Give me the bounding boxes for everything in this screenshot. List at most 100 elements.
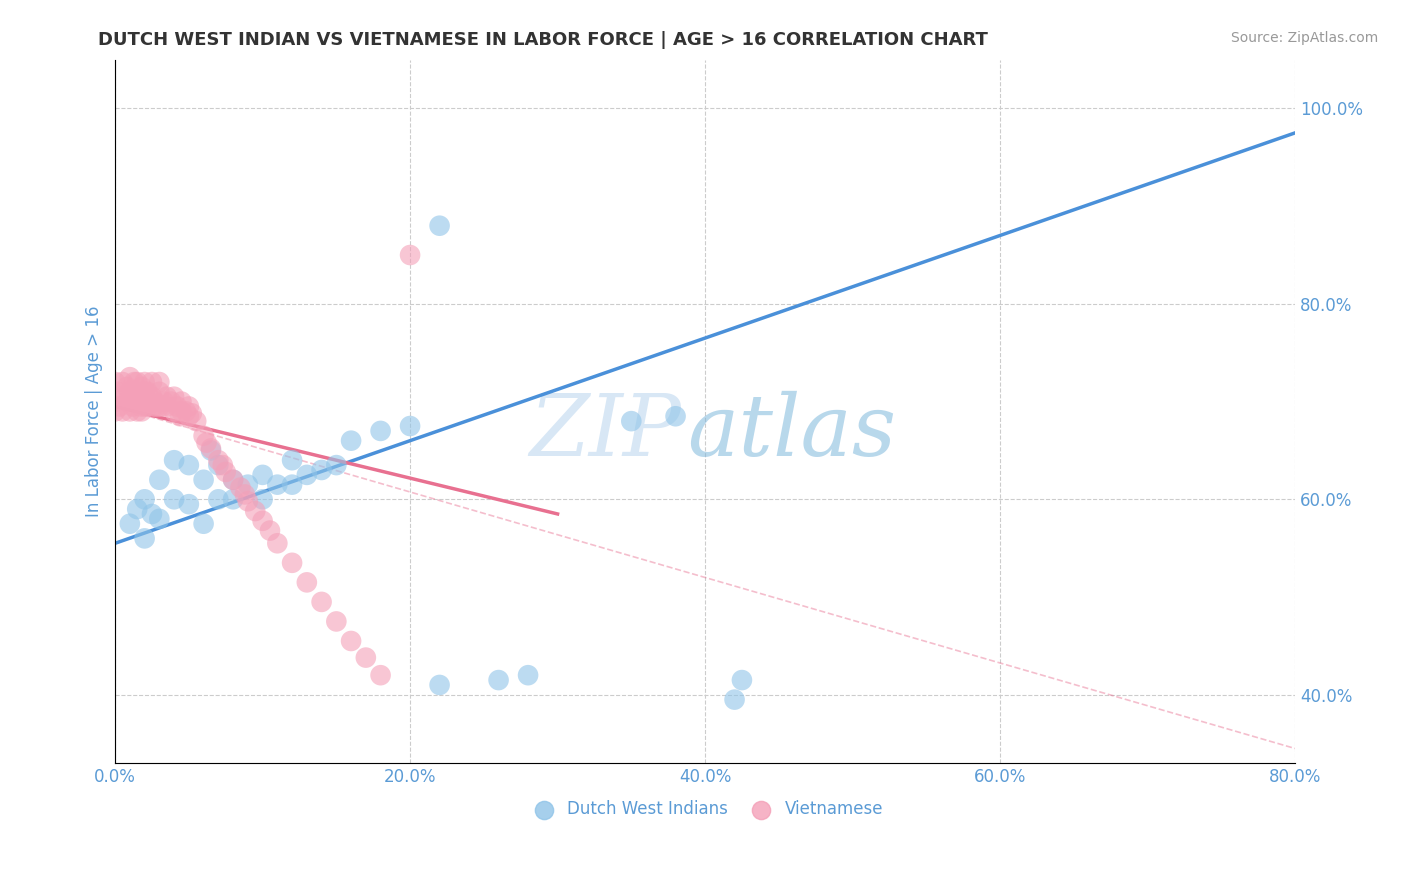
Point bbox=[620, 414, 643, 428]
Point bbox=[295, 575, 318, 590]
Point bbox=[259, 524, 281, 538]
Point bbox=[124, 375, 146, 389]
Y-axis label: In Labor Force | Age > 16: In Labor Force | Age > 16 bbox=[86, 306, 103, 517]
Point bbox=[281, 477, 304, 491]
Point bbox=[177, 497, 200, 511]
Point bbox=[148, 512, 170, 526]
Point bbox=[138, 394, 160, 409]
Point bbox=[127, 375, 149, 389]
Point bbox=[131, 394, 153, 409]
Point bbox=[134, 384, 156, 399]
Legend: Dutch West Indians, Vietnamese: Dutch West Indians, Vietnamese bbox=[520, 794, 890, 825]
Point bbox=[281, 453, 304, 467]
Point bbox=[141, 390, 163, 404]
Point bbox=[142, 400, 165, 414]
Point bbox=[186, 414, 208, 428]
Point bbox=[266, 536, 288, 550]
Text: Source: ZipAtlas.com: Source: ZipAtlas.com bbox=[1230, 31, 1378, 45]
Point bbox=[841, 795, 863, 809]
Point bbox=[200, 443, 222, 458]
Point bbox=[163, 453, 186, 467]
Point bbox=[156, 390, 179, 404]
Point bbox=[115, 394, 138, 409]
Point bbox=[174, 404, 197, 418]
Point bbox=[207, 492, 229, 507]
Point bbox=[229, 481, 252, 495]
Point bbox=[207, 453, 229, 467]
Point bbox=[107, 384, 129, 399]
Point bbox=[160, 394, 183, 409]
Point bbox=[340, 634, 363, 648]
Point bbox=[141, 507, 163, 521]
Point bbox=[127, 390, 149, 404]
Point bbox=[127, 404, 149, 418]
Point bbox=[180, 406, 202, 420]
Point bbox=[222, 473, 245, 487]
Point bbox=[370, 424, 392, 438]
Point bbox=[134, 375, 156, 389]
Point bbox=[115, 380, 138, 394]
Point bbox=[121, 390, 143, 404]
Point bbox=[145, 400, 167, 414]
Point bbox=[233, 487, 256, 501]
Point bbox=[236, 477, 259, 491]
Point bbox=[134, 532, 156, 546]
Point bbox=[236, 494, 259, 508]
Point bbox=[325, 615, 347, 629]
Point bbox=[111, 404, 134, 418]
Point bbox=[150, 400, 173, 414]
Point bbox=[127, 502, 149, 516]
Point bbox=[108, 400, 131, 414]
Point bbox=[399, 248, 422, 262]
Point bbox=[311, 463, 333, 477]
Text: ZIP: ZIP bbox=[530, 391, 682, 474]
Point bbox=[148, 384, 170, 399]
Point bbox=[136, 400, 159, 414]
Point bbox=[134, 492, 156, 507]
Point bbox=[118, 384, 141, 399]
Point bbox=[129, 400, 152, 414]
Point bbox=[429, 678, 451, 692]
Point bbox=[166, 400, 188, 414]
Point bbox=[131, 380, 153, 394]
Point bbox=[399, 419, 422, 434]
Point bbox=[731, 673, 754, 687]
Point bbox=[131, 404, 153, 418]
Point bbox=[325, 458, 347, 472]
Point bbox=[429, 219, 451, 233]
Point bbox=[148, 375, 170, 389]
Point bbox=[163, 404, 186, 418]
Point bbox=[148, 400, 170, 414]
Point bbox=[195, 435, 218, 450]
Point bbox=[118, 516, 141, 531]
Point bbox=[211, 458, 233, 472]
Point bbox=[517, 668, 540, 682]
Point bbox=[143, 394, 166, 409]
Point bbox=[104, 375, 127, 389]
Point bbox=[114, 390, 136, 404]
Point bbox=[111, 375, 134, 389]
Point bbox=[370, 668, 392, 682]
Point bbox=[488, 673, 510, 687]
Point bbox=[118, 404, 141, 418]
Point bbox=[104, 404, 127, 418]
Point bbox=[121, 400, 143, 414]
Point bbox=[148, 473, 170, 487]
Point bbox=[354, 650, 377, 665]
Point bbox=[193, 473, 215, 487]
Point bbox=[156, 400, 179, 414]
Point bbox=[207, 458, 229, 472]
Point bbox=[169, 409, 191, 424]
Point bbox=[252, 514, 274, 528]
Point bbox=[311, 595, 333, 609]
Point bbox=[141, 375, 163, 389]
Point bbox=[118, 370, 141, 384]
Point bbox=[177, 400, 200, 414]
Point bbox=[177, 409, 200, 424]
Point bbox=[664, 409, 686, 424]
Point bbox=[128, 384, 150, 399]
Point bbox=[252, 467, 274, 482]
Point bbox=[170, 404, 193, 418]
Point bbox=[193, 516, 215, 531]
Point bbox=[134, 400, 156, 414]
